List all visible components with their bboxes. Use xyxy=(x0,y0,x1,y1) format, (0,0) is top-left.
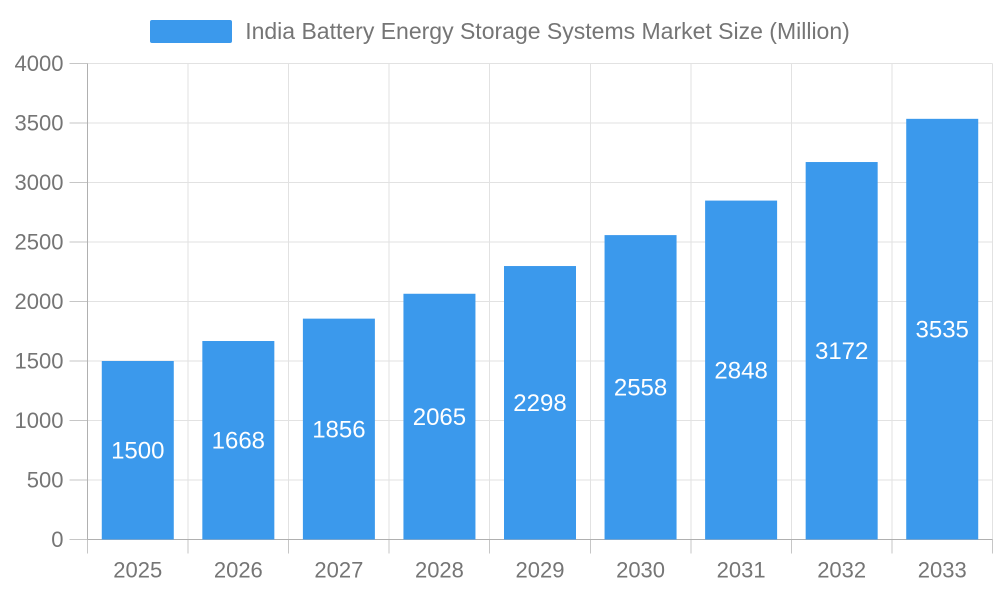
bar-value-label: 2558 xyxy=(614,375,667,402)
bar-value-label: 1500 xyxy=(111,438,164,465)
bar-value-label: 2298 xyxy=(513,390,566,417)
bar[interactable] xyxy=(705,200,778,540)
bar[interactable] xyxy=(805,162,878,540)
x-axis-label: 2025 xyxy=(113,558,162,583)
bar-value-label: 3535 xyxy=(916,317,969,344)
y-axis-label: 500 xyxy=(27,468,64,493)
x-axis-label: 2026 xyxy=(214,558,263,583)
legend-swatch-icon xyxy=(150,19,233,43)
legend[interactable]: India Battery Energy Storage Systems Mar… xyxy=(0,17,1000,45)
bar[interactable] xyxy=(202,341,275,540)
y-axis-label: 0 xyxy=(51,527,63,552)
legend-item-label: India Battery Energy Storage Systems Mar… xyxy=(245,17,850,44)
y-axis-label: 4000 xyxy=(15,51,64,76)
bar[interactable] xyxy=(403,293,476,540)
bar-value-label: 1856 xyxy=(312,416,365,443)
x-axis-label: 2028 xyxy=(415,558,464,583)
bar[interactable] xyxy=(906,118,979,540)
y-axis-label: 3000 xyxy=(15,170,64,195)
bar-value-label: 3172 xyxy=(815,338,868,365)
x-axis-label: 2027 xyxy=(314,558,363,583)
x-axis-label: 2031 xyxy=(717,558,766,583)
y-axis-label: 2500 xyxy=(15,230,64,255)
x-axis-label: 2032 xyxy=(817,558,866,583)
bar[interactable] xyxy=(604,235,677,540)
bar[interactable] xyxy=(302,318,375,540)
bar[interactable] xyxy=(101,361,174,540)
bar-value-label: 2065 xyxy=(413,404,466,431)
x-axis-label: 2029 xyxy=(516,558,565,583)
bar-value-label: 2848 xyxy=(714,357,767,384)
y-axis-label: 1500 xyxy=(15,349,64,374)
y-axis-label: 2000 xyxy=(15,289,64,314)
x-axis-label: 2033 xyxy=(918,558,967,583)
bar-value-label: 1668 xyxy=(212,428,265,455)
bar[interactable] xyxy=(504,266,576,540)
y-axis-label: 1000 xyxy=(15,408,64,433)
x-axis-label: 2030 xyxy=(616,558,665,583)
y-axis-label: 3500 xyxy=(15,111,64,136)
